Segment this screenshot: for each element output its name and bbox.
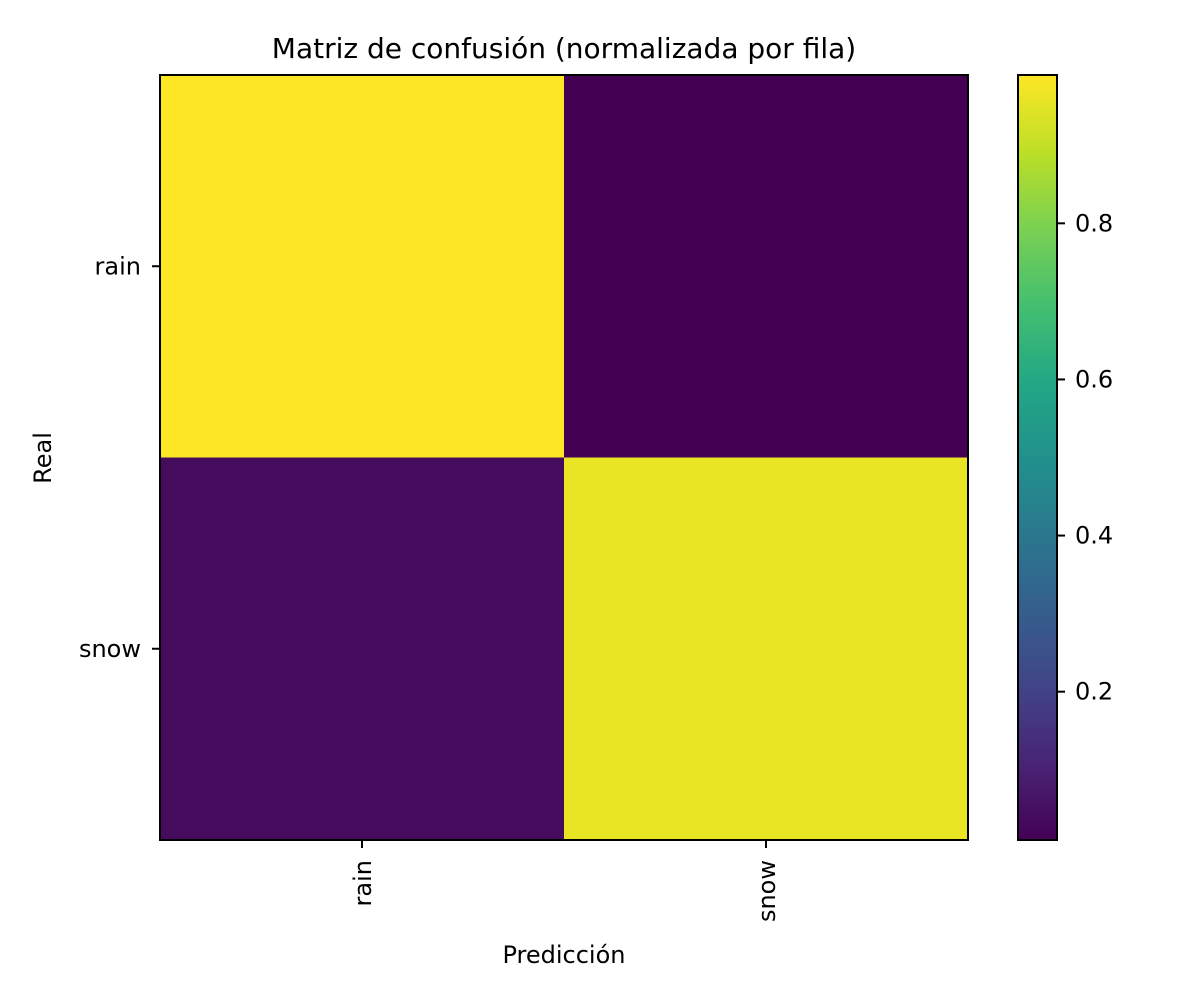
chart-title: Matriz de confusión (normalizada por fil… [272, 32, 856, 65]
plot-frame [159, 74, 969, 841]
y-axis-label: Real [29, 432, 57, 484]
y-tick-label: rain [95, 252, 141, 280]
colorbar-tick-label: 0.6 [1075, 365, 1113, 393]
x-tick-label: snow [753, 860, 781, 922]
y-tick-label: snow [79, 635, 141, 663]
heatmap-cell-snow-snow [564, 457, 969, 841]
x-axis-ticks: rain snow [349, 840, 781, 922]
colorbar-tick-label: 0.2 [1075, 678, 1113, 706]
colorbar-ticks: 0.2 0.4 0.6 0.8 [1057, 209, 1113, 706]
x-tick-label: rain [349, 860, 377, 906]
heatmap-cells [160, 75, 969, 841]
heatmap-cell-snow-rain [160, 457, 565, 841]
colorbar [1017, 74, 1058, 841]
colorbar-tick-label: 0.8 [1075, 209, 1113, 237]
y-axis-ticks: rain snow [79, 252, 160, 663]
heatmap-cell-rain-rain [160, 75, 565, 458]
heatmap-cell-rain-snow [564, 75, 969, 458]
colorbar-tick-label: 0.4 [1075, 522, 1113, 550]
x-axis-label: Predicción [502, 941, 625, 969]
